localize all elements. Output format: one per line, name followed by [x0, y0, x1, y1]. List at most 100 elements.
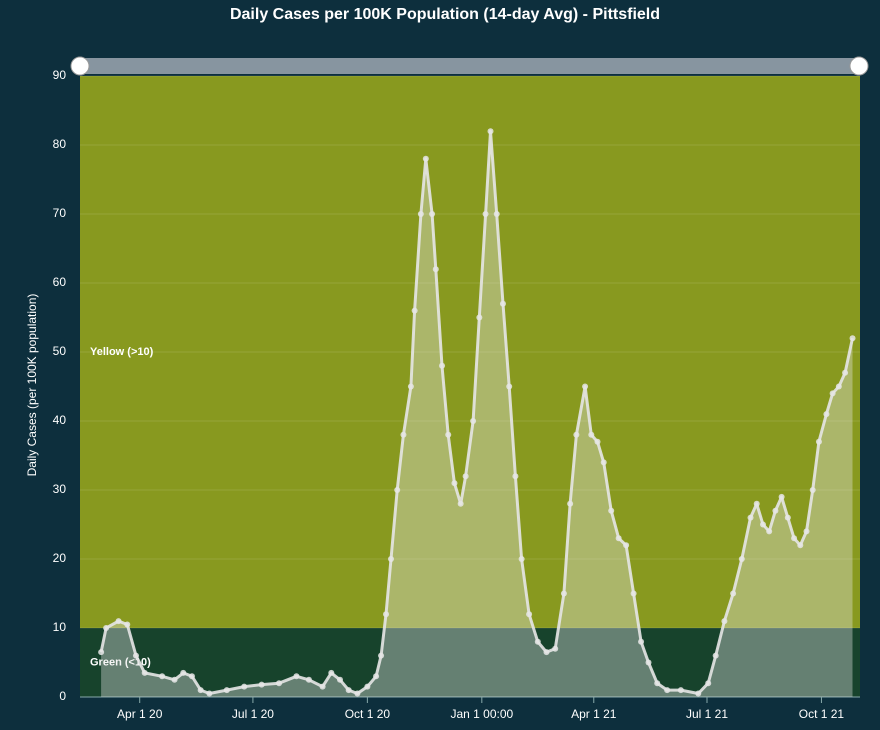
x-tick-label: Jul 1 20 [232, 707, 274, 721]
point [188, 673, 195, 680]
point [695, 690, 702, 697]
point [305, 676, 312, 683]
y-tick-label: 60 [53, 275, 67, 289]
y-tick-label: 30 [53, 482, 67, 496]
point [345, 687, 352, 694]
point [738, 556, 745, 562]
y-tick-label: 90 [53, 68, 67, 82]
point [588, 431, 595, 438]
point [645, 659, 652, 666]
point [705, 680, 712, 687]
y-axis-title: Daily Cases (per 100K population) [25, 294, 39, 477]
point [378, 652, 385, 659]
point [600, 459, 607, 466]
point [462, 473, 469, 480]
y-tick-label: 50 [53, 344, 67, 358]
point [766, 528, 773, 535]
point [354, 690, 361, 697]
point [482, 211, 489, 217]
point [487, 128, 494, 135]
point [803, 528, 810, 535]
point [797, 542, 804, 549]
point [241, 683, 248, 690]
y-tick-label: 10 [53, 620, 67, 634]
point [721, 618, 728, 625]
point [815, 438, 822, 445]
navigator-handle[interactable] [849, 56, 869, 76]
point [534, 638, 541, 645]
x-tick-label: Oct 1 21 [799, 707, 845, 721]
point [664, 687, 671, 694]
point [141, 669, 148, 676]
point [654, 680, 661, 687]
point [103, 625, 110, 631]
point [835, 383, 842, 390]
point [476, 314, 483, 321]
point [512, 473, 519, 480]
x-tick-label: Apr 1 20 [117, 707, 163, 721]
point [493, 211, 500, 217]
point [429, 211, 436, 217]
point [394, 487, 401, 493]
point [98, 649, 105, 656]
point [276, 680, 283, 687]
point [552, 645, 559, 652]
y-tick-label: 20 [53, 551, 67, 565]
point [772, 507, 779, 514]
point [518, 556, 525, 562]
plot-band-label: Green (<10) [90, 656, 151, 668]
point [439, 362, 446, 369]
point [451, 480, 458, 487]
y-tick-label: 0 [59, 689, 66, 703]
point [759, 521, 766, 528]
point [115, 618, 122, 625]
plot-band [80, 76, 860, 628]
point [677, 687, 684, 694]
y-tick-label: 80 [53, 137, 67, 151]
point [470, 418, 477, 424]
area-fill [101, 131, 853, 697]
plot-band-label: Yellow (>10) [90, 346, 154, 358]
point [526, 611, 533, 618]
point [124, 621, 131, 628]
point [615, 535, 622, 542]
point [258, 681, 265, 688]
point [778, 493, 785, 500]
navigator-handle[interactable] [70, 56, 90, 76]
point [388, 556, 395, 562]
point [159, 673, 166, 680]
point [791, 535, 798, 542]
point [411, 307, 418, 314]
y-tick-label: 70 [53, 206, 67, 220]
point [400, 431, 407, 438]
point [567, 500, 574, 507]
point [712, 652, 719, 659]
point [849, 335, 856, 342]
point [180, 669, 187, 676]
point [457, 500, 464, 507]
x-tick-label: Jan 1 00:00 [450, 707, 513, 721]
point [319, 683, 326, 690]
point [829, 390, 836, 397]
point [753, 500, 760, 507]
point [560, 590, 567, 597]
x-tick-label: Jul 1 21 [686, 707, 728, 721]
point [638, 638, 645, 645]
point [543, 649, 550, 656]
x-tick-label: Apr 1 21 [571, 707, 617, 721]
point [364, 683, 371, 690]
point [823, 411, 830, 418]
point [445, 431, 452, 438]
point [422, 155, 429, 162]
navigator-bar[interactable] [80, 58, 860, 74]
point [417, 211, 424, 217]
point [623, 542, 630, 549]
plot-band [80, 628, 860, 697]
point [132, 652, 139, 659]
point [608, 507, 615, 514]
point [432, 266, 439, 273]
point [842, 369, 849, 376]
point [206, 690, 213, 697]
point [197, 687, 204, 694]
